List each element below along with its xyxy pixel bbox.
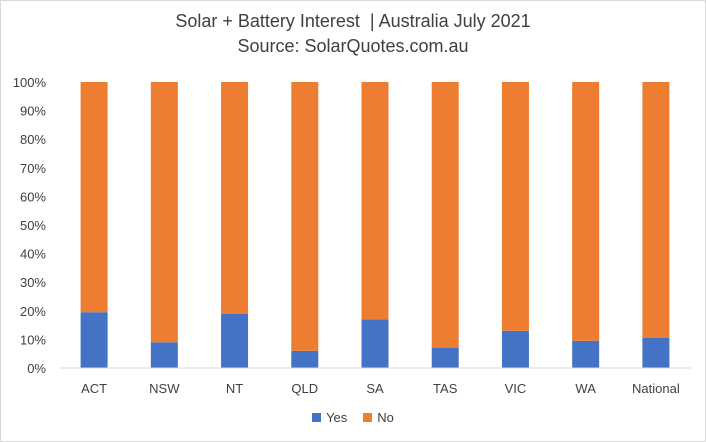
y-tick-label: 60%: [20, 189, 46, 204]
y-tick-label: 70%: [20, 161, 46, 176]
legend-item-yes: Yes: [312, 410, 347, 425]
y-tick-label: 50%: [20, 218, 46, 233]
x-tick-label: ACT: [81, 381, 107, 396]
bar-yes-wa: [572, 340, 600, 368]
bar-no-nt: [221, 82, 249, 314]
legend-swatch-no: [363, 413, 373, 422]
legend-label-yes: Yes: [326, 410, 348, 425]
bar-no-vic: [501, 82, 529, 331]
x-tick-label: VIC: [505, 381, 527, 396]
bar-yes-tas: [431, 347, 459, 368]
x-tick-label: NT: [226, 381, 243, 396]
y-tick-label: 30%: [20, 275, 46, 290]
bar-no-wa: [572, 82, 600, 341]
legend: Yes No: [1, 410, 705, 425]
x-tick-label: SA: [366, 381, 384, 396]
bar-yes-act: [80, 312, 108, 368]
x-tick-label: QLD: [291, 381, 318, 396]
bar-no-sa: [361, 82, 389, 320]
legend-label-no: No: [377, 410, 394, 425]
y-tick-label: 80%: [20, 132, 46, 147]
bar-yes-national: [642, 337, 670, 368]
chart-subtitle: Source: SolarQuotes.com.au: [237, 36, 469, 56]
bar-yes-nt: [221, 313, 249, 368]
bar-no-nsw: [150, 82, 178, 343]
bar-no-tas: [431, 82, 459, 348]
y-tick-label: 0%: [27, 361, 46, 376]
bar-no-qld: [291, 82, 319, 351]
chart-titles: Solar + Battery Interest | Australia Jul…: [1, 9, 705, 59]
y-tick-label: 40%: [20, 247, 46, 262]
bar-yes-sa: [361, 319, 389, 368]
y-tick-label: 100%: [13, 75, 47, 90]
legend-item-no: No: [363, 410, 394, 425]
x-tick-label: National: [632, 381, 680, 396]
x-tick-label: TAS: [433, 381, 458, 396]
bar-no-act: [80, 82, 108, 313]
y-tick-label: 10%: [20, 332, 46, 347]
x-tick-label: NSW: [149, 381, 180, 396]
chart-title: Solar + Battery Interest | Australia Jul…: [175, 11, 531, 31]
y-tick-label: 90%: [20, 104, 46, 119]
y-tick-label: 20%: [20, 304, 46, 319]
x-tick-label: WA: [575, 381, 596, 396]
bar-yes-nsw: [150, 342, 178, 368]
bar-no-national: [642, 82, 670, 338]
bar-yes-vic: [501, 330, 529, 368]
bar-yes-qld: [291, 350, 319, 368]
legend-swatch-yes: [312, 413, 322, 422]
